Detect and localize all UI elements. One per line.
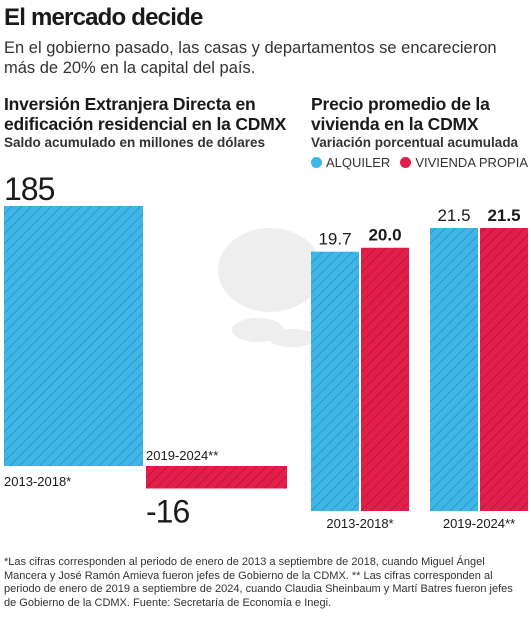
left-chart: 185 -16 2013-2018* 2019-2024**	[4, 171, 287, 529]
footnote: *Las cifras corresponden al periodo de e…	[4, 556, 513, 609]
right-chart-title: Precio promedio de la vivienda en la CDM…	[311, 94, 490, 134]
precio-category-label-0: 2013-2018*	[326, 516, 393, 531]
ied-value-label-0: 185	[4, 171, 55, 207]
legend-swatch-red	[400, 157, 412, 168]
legend-label-alquiler: ALQUILER	[326, 155, 391, 170]
precio-value-label-1-0: 21.5	[437, 206, 470, 225]
precio-value-label-0-1: 20.0	[368, 226, 401, 245]
ied-bar-0	[4, 206, 143, 466]
ied-category-label-0: 2013-2018*	[4, 474, 71, 489]
legend: ALQUILER VIVIENDA PROPIA	[311, 155, 531, 170]
ied-category-label-1: 2019-2024**	[146, 448, 218, 463]
precio-value-label-0-0: 19.7	[318, 230, 351, 249]
ied-bar-1	[146, 466, 287, 489]
legend-label-vivienda: VIVIENDA PROPIA	[415, 155, 529, 170]
precio-category-label-1: 2019-2024**	[443, 516, 515, 531]
precio-bar-1-0	[430, 228, 478, 511]
right-chart-subtitle: Variación porcentual acumulada	[311, 135, 519, 150]
precio-bar-0-1	[361, 247, 409, 511]
legend-item-vivienda: VIVIENDA PROPIA	[400, 155, 528, 170]
legend-item-alquiler: ALQUILER	[311, 155, 390, 170]
ied-value-label-1: -16	[146, 493, 189, 529]
headline: El mercado decide	[4, 4, 203, 31]
precio-bar-1-1	[480, 228, 528, 511]
subtitle: En el gobierno pasado, las casas y depar…	[4, 39, 497, 77]
legend-swatch-blue	[311, 157, 322, 168]
right-chart: 19.7 20.0 2013-2018* 21.5 21.5 2019-2024**	[311, 206, 528, 531]
left-chart-subtitle: Saldo acumulado en millones de dólares	[4, 135, 266, 150]
precio-value-label-1-1: 21.5	[487, 206, 520, 225]
watermark-seal-icon	[218, 228, 322, 347]
precio-bar-0-0	[311, 251, 359, 511]
left-chart-title: Inversión Extranjera Directa en edificac…	[4, 94, 287, 134]
